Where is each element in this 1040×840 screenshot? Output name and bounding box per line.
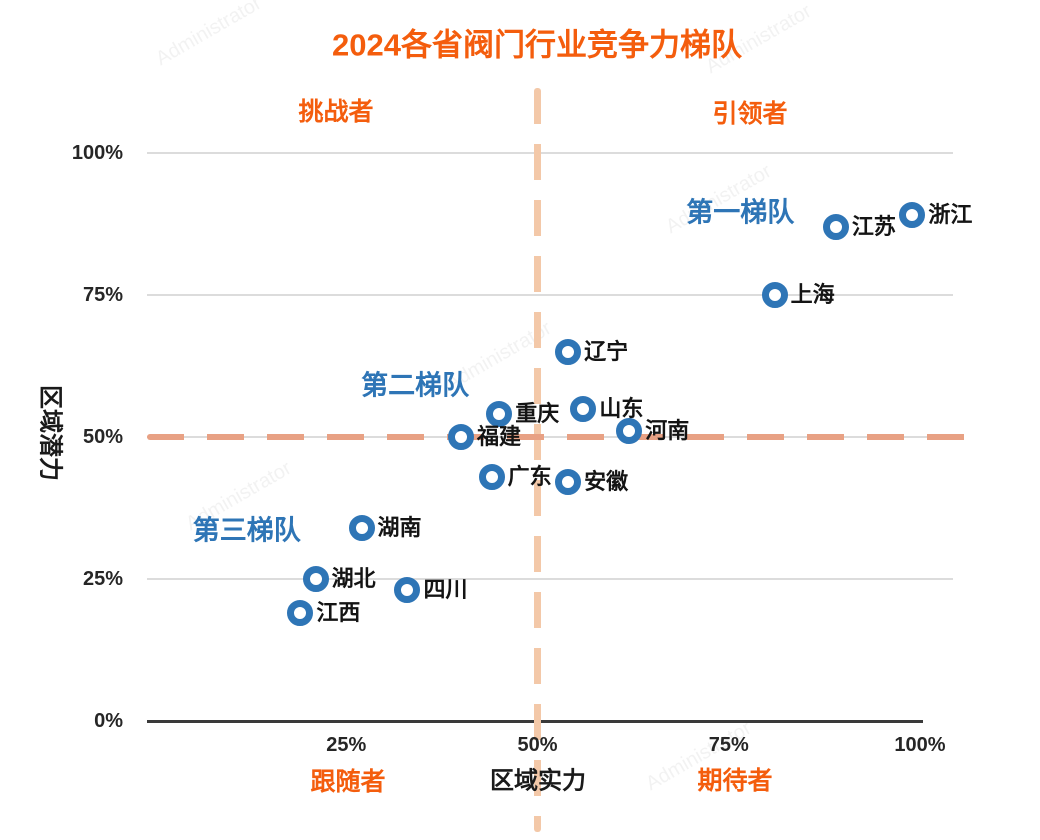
x-tick-label-25: 25% (326, 734, 367, 756)
data-point-label: 上海 (790, 282, 835, 307)
data-point-label: 重庆 (515, 401, 560, 427)
data-point-marker (287, 600, 314, 627)
data-point-label: 浙江 (928, 202, 973, 228)
data-point-marker (348, 514, 375, 541)
gridline-y-100 (147, 152, 953, 154)
data-point-marker (616, 418, 643, 445)
x-tick-label-50: 50% (517, 734, 558, 756)
gridline-y-25 (147, 578, 953, 580)
y-tick-label-0: 0% (94, 710, 123, 732)
data-point-label: 湖南 (377, 514, 422, 540)
data-point-label: 安徽 (584, 469, 629, 495)
data-point-label: 江西 (316, 600, 361, 626)
data-point-label: 福建 (477, 424, 522, 449)
quadrant-label-top-left: 挑战者 (298, 98, 374, 126)
tier-label-2: 第二梯队 (361, 370, 470, 401)
gridline-y-75 (147, 294, 953, 296)
data-point-marker (822, 213, 849, 240)
quadrant-label-bottom-right: 期待者 (697, 767, 773, 795)
quadrant-label-bottom-left: 跟随者 (310, 768, 386, 796)
x-axis-title: 区域实力 (490, 767, 586, 795)
y-tick-label-50: 50% (82, 426, 123, 448)
y-tick-label-25: 25% (82, 568, 123, 590)
data-point-marker (302, 566, 329, 592)
data-point-marker (555, 469, 582, 496)
data-point-label: 广东 (507, 463, 552, 489)
vertical-reference-line (534, 88, 541, 832)
tier-label-1: 第一梯队 (686, 197, 795, 228)
tier-label-3: 第三梯队 (192, 515, 301, 546)
data-point-marker (899, 202, 926, 229)
chart-title: 2024各省阀门行业竞争力梯队 (332, 27, 742, 63)
quadrant-label-top-right: 引领者 (712, 100, 788, 128)
x-tick-label-75: 75% (708, 734, 749, 756)
data-point-marker (486, 401, 513, 428)
data-point-marker (555, 338, 582, 365)
data-point-marker (570, 395, 597, 422)
y-tick-label-75: 75% (82, 284, 123, 306)
data-point-label: 江苏 (851, 213, 896, 239)
data-point-label: 四川 (423, 577, 468, 603)
data-point-label: 辽宁 (584, 338, 629, 364)
data-point-marker (448, 424, 474, 450)
x-tick-label-100: 100% (894, 734, 946, 756)
data-point-marker (478, 463, 505, 490)
data-point-label: 湖北 (331, 566, 376, 591)
y-tick-label-100: 100% (71, 142, 123, 164)
data-point-label: 河南 (645, 418, 690, 444)
data-point-label: 山东 (599, 395, 644, 421)
data-point-marker (761, 282, 788, 308)
horizontal-reference-line (147, 434, 968, 440)
data-point-marker (394, 577, 421, 604)
